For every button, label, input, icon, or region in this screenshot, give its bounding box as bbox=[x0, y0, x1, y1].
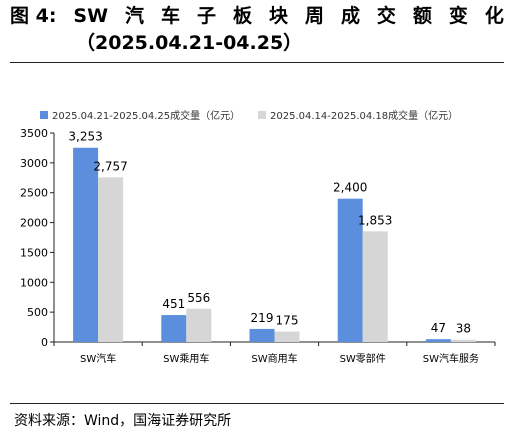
title-word: 交 bbox=[376, 5, 396, 27]
y-tick-label: 3500 bbox=[20, 127, 48, 140]
title-word: 块 bbox=[268, 5, 288, 27]
bar-value-label: 175 bbox=[276, 314, 299, 328]
bar-value-label: 1,853 bbox=[358, 213, 392, 227]
x-category-label: SW汽车 bbox=[80, 352, 116, 365]
bar-value-label: 3,253 bbox=[68, 130, 102, 144]
legend-swatch bbox=[40, 111, 48, 119]
bar bbox=[274, 331, 300, 342]
x-category-label: SW汽车服务 bbox=[423, 352, 479, 365]
bar-value-label: 47 bbox=[431, 321, 446, 335]
bar-value-label: 219 bbox=[251, 311, 274, 325]
title-word: 车 bbox=[161, 5, 181, 27]
bar bbox=[425, 339, 451, 342]
bar bbox=[98, 177, 124, 342]
y-tick-label: 1000 bbox=[20, 276, 48, 289]
bar bbox=[450, 339, 476, 342]
title-word: 额 bbox=[412, 5, 432, 27]
bar-value-label: 2,400 bbox=[333, 181, 367, 195]
bar bbox=[337, 198, 363, 342]
legend-label: 2025.04.21-2025.04.25成交量（亿元） bbox=[52, 109, 240, 122]
source-note: 资料来源：Wind，国海证券研究所 bbox=[14, 413, 232, 429]
y-tick-label: 500 bbox=[27, 306, 48, 319]
bar-value-label: 451 bbox=[162, 297, 185, 311]
bar bbox=[186, 308, 212, 342]
figure-label: 图 4: bbox=[10, 5, 57, 27]
bar bbox=[161, 315, 187, 342]
bar-value-label: 38 bbox=[456, 322, 471, 336]
title-word: 周 bbox=[304, 5, 324, 27]
title-word: 子 bbox=[197, 5, 217, 27]
top-rule bbox=[10, 62, 504, 63]
x-category-label: SW商用车 bbox=[251, 352, 297, 365]
x-category-label: SW乘用车 bbox=[163, 352, 209, 365]
title-word: SW bbox=[73, 5, 109, 27]
bar bbox=[249, 328, 275, 342]
y-tick-label: 0 bbox=[41, 336, 48, 349]
y-tick-label: 2000 bbox=[20, 217, 48, 230]
x-category-label: SW零部件 bbox=[340, 352, 386, 365]
figure-title-line: 图 4: SW 汽车子板块周成交额变化 bbox=[10, 3, 504, 30]
bar-value-label: 556 bbox=[187, 291, 210, 305]
bottom-rule bbox=[10, 403, 504, 404]
y-tick-label: 2500 bbox=[20, 187, 48, 200]
title-word: 变 bbox=[448, 5, 468, 27]
title-word: 板 bbox=[232, 5, 252, 27]
bar bbox=[362, 231, 388, 342]
figure-title: 图 4: SW 汽车子板块周成交额变化 （2025.04.21-04.25） bbox=[10, 3, 504, 57]
legend-label: 2025.04.14-2025.04.18成交量（亿元） bbox=[270, 109, 458, 122]
title-word: 化 bbox=[484, 5, 504, 27]
bar-value-label: 2,757 bbox=[93, 159, 127, 173]
bar bbox=[73, 147, 99, 342]
y-tick-label: 1500 bbox=[20, 246, 48, 259]
y-tick-label: 3000 bbox=[20, 157, 48, 170]
title-word: 汽 bbox=[125, 5, 145, 27]
figure-subtitle: （2025.04.21-04.25） bbox=[76, 32, 303, 54]
legend-swatch bbox=[258, 111, 266, 119]
title-word: 成 bbox=[340, 5, 360, 27]
